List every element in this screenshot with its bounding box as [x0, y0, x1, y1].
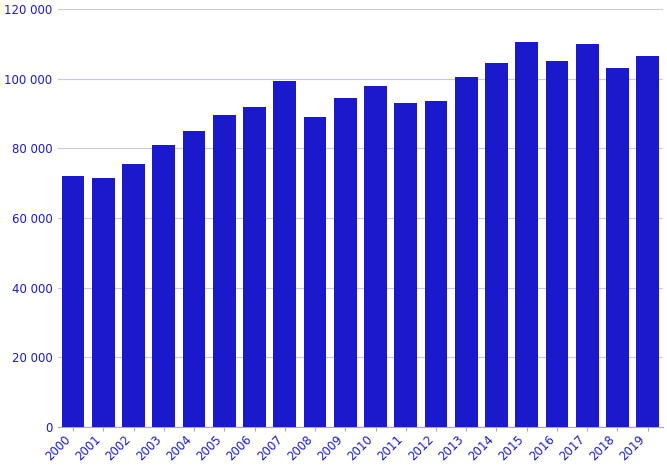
- Bar: [92, 178, 115, 427]
- Bar: [334, 98, 357, 427]
- Bar: [153, 145, 175, 427]
- Bar: [485, 63, 508, 427]
- Bar: [243, 106, 266, 427]
- Bar: [636, 56, 659, 427]
- Bar: [606, 68, 629, 427]
- Bar: [364, 86, 387, 427]
- Bar: [273, 80, 296, 427]
- Bar: [122, 164, 145, 427]
- Bar: [62, 176, 85, 427]
- Bar: [455, 77, 478, 427]
- Bar: [516, 42, 538, 427]
- Bar: [213, 115, 235, 427]
- Bar: [576, 44, 598, 427]
- Bar: [303, 117, 326, 427]
- Bar: [183, 131, 205, 427]
- Bar: [394, 103, 417, 427]
- Bar: [425, 101, 448, 427]
- Bar: [546, 61, 568, 427]
